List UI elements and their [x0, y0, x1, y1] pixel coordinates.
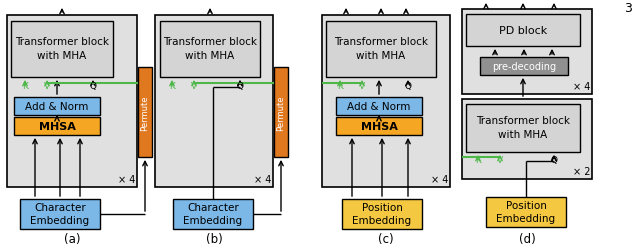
Text: with MHA: with MHA — [499, 130, 548, 140]
Text: Character: Character — [34, 202, 86, 212]
Text: Position: Position — [362, 202, 403, 212]
Text: Embedding: Embedding — [31, 215, 90, 225]
Text: V: V — [359, 82, 365, 91]
Bar — [14, 118, 100, 136]
Text: 3: 3 — [624, 2, 632, 15]
Bar — [20, 199, 100, 229]
Text: V: V — [44, 82, 50, 91]
Text: Character: Character — [187, 202, 239, 212]
Text: × 4: × 4 — [573, 82, 591, 92]
Bar — [274, 68, 288, 157]
Bar — [155, 16, 273, 187]
Bar — [326, 22, 436, 78]
Text: Q: Q — [90, 82, 97, 91]
Text: (c): (c) — [378, 232, 394, 245]
Text: with MHA: with MHA — [356, 51, 406, 61]
Text: with MHA: with MHA — [37, 51, 86, 61]
Bar — [322, 16, 450, 187]
Bar — [462, 100, 592, 179]
Text: with MHA: with MHA — [186, 51, 235, 61]
Text: × 4: × 4 — [431, 174, 449, 184]
Text: Transformer block: Transformer block — [163, 37, 257, 47]
Text: Add & Norm: Add & Norm — [26, 102, 89, 112]
Text: Permute: Permute — [276, 95, 285, 130]
Text: Permute: Permute — [141, 95, 150, 130]
Text: × 4: × 4 — [254, 174, 272, 184]
Text: Add & Norm: Add & Norm — [348, 102, 411, 112]
Bar — [336, 98, 422, 116]
Bar — [342, 199, 422, 229]
Text: (b): (b) — [205, 232, 222, 245]
Bar — [138, 68, 152, 157]
Text: V: V — [191, 82, 197, 91]
Text: Transformer block: Transformer block — [476, 116, 570, 126]
Text: K: K — [337, 82, 343, 91]
Bar — [466, 104, 580, 152]
Text: Embedding: Embedding — [353, 215, 412, 225]
Bar — [14, 98, 100, 116]
Text: pre-decoding: pre-decoding — [492, 62, 556, 72]
Bar — [160, 22, 260, 78]
Text: K: K — [22, 82, 28, 91]
Bar — [336, 118, 422, 136]
Bar — [486, 197, 566, 227]
Text: Transformer block: Transformer block — [15, 37, 109, 47]
Bar — [462, 10, 592, 94]
Text: MHSA: MHSA — [38, 122, 76, 132]
Text: × 2: × 2 — [573, 166, 591, 176]
Text: MHSA: MHSA — [360, 122, 397, 132]
Text: K: K — [169, 82, 175, 91]
Bar — [7, 16, 137, 187]
Text: Q: Q — [237, 82, 243, 91]
Text: (a): (a) — [64, 232, 80, 245]
Text: Position: Position — [506, 200, 547, 210]
Text: PD block: PD block — [499, 26, 547, 36]
Text: Q: Q — [404, 82, 412, 91]
Text: (d): (d) — [518, 232, 536, 245]
Bar — [480, 58, 568, 76]
Text: × 4: × 4 — [118, 174, 136, 184]
Bar — [173, 199, 253, 229]
Text: Embedding: Embedding — [184, 215, 243, 225]
Text: K: K — [475, 156, 481, 165]
Text: Q: Q — [550, 156, 557, 165]
Text: V: V — [497, 156, 503, 165]
Text: Transformer block: Transformer block — [334, 37, 428, 47]
Bar — [466, 15, 580, 47]
Bar — [11, 22, 113, 78]
Text: Embedding: Embedding — [497, 213, 556, 223]
